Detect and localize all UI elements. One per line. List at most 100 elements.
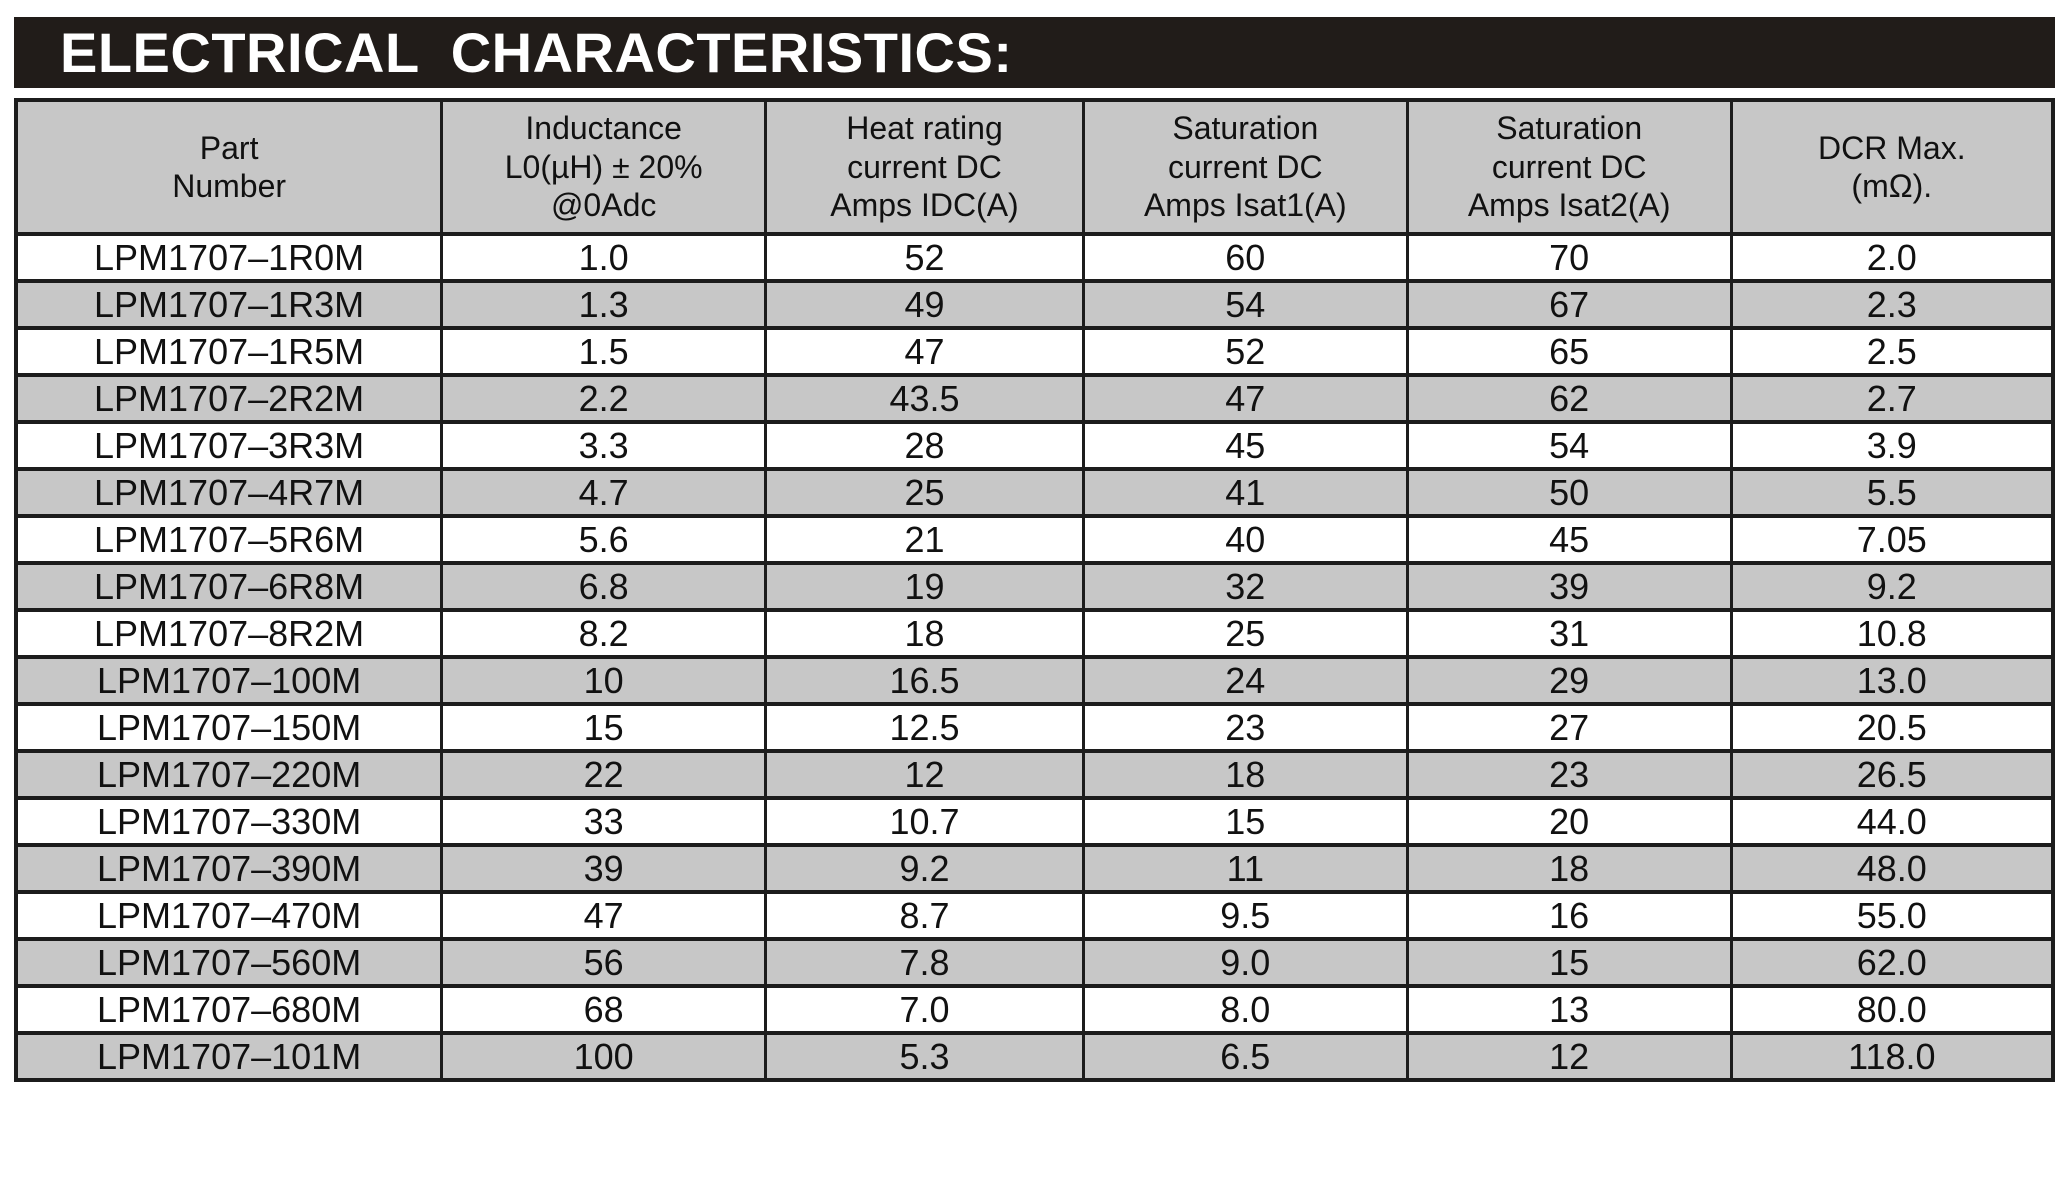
table-row: LPM1707–101M 100 5.3 6.5 12 118.0 bbox=[14, 1031, 2055, 1082]
cell-part_number: LPM1707–390M bbox=[14, 843, 444, 894]
cell-saturation_current_isat1: 23 bbox=[1081, 702, 1409, 753]
title-banner: ELECTRICAL CHARACTERISTICS: bbox=[14, 17, 2055, 88]
cell-dcr_max: 80.0 bbox=[1729, 984, 2055, 1035]
cell-part_number: LPM1707–150M bbox=[14, 702, 444, 753]
table-row: LPM1707–390M 39 9.2 11 18 48.0 bbox=[14, 843, 2055, 894]
cell-saturation_current_isat1: 6.5 bbox=[1081, 1031, 1409, 1082]
cell-inductance: 100 bbox=[440, 1031, 768, 1082]
cell-saturation_current_isat1: 47 bbox=[1081, 373, 1409, 424]
cell-saturation_current_isat1: 60 bbox=[1081, 232, 1409, 283]
table-row: LPM1707–3R3M 3.3 28 45 54 3.9 bbox=[14, 420, 2055, 471]
cell-saturation_current_isat2: 13 bbox=[1405, 984, 1733, 1035]
cell-inductance: 15 bbox=[440, 702, 768, 753]
table-body: LPM1707–1R0M 1.0 52 60 70 2.0 LPM1707–1R3M 1.3 4… bbox=[14, 232, 2055, 1082]
cell-inductance: 39 bbox=[440, 843, 768, 894]
cell-saturation_current_isat1: 11 bbox=[1081, 843, 1409, 894]
cell-part_number: LPM1707–8R2M bbox=[14, 608, 444, 659]
cell-dcr_max: 10.8 bbox=[1729, 608, 2055, 659]
cell-saturation_current_isat1: 32 bbox=[1081, 561, 1409, 612]
cell-saturation_current_isat2: 15 bbox=[1405, 937, 1733, 988]
cell-saturation_current_isat1: 8.0 bbox=[1081, 984, 1409, 1035]
cell-saturation_current_isat1: 45 bbox=[1081, 420, 1409, 471]
table-row: LPM1707–330M 33 10.7 15 20 44.0 bbox=[14, 796, 2055, 847]
cell-heat_rating_current: 12 bbox=[764, 749, 1085, 800]
table-header-row: Part Number Inductance L0(µH) ± 20% @0Ad… bbox=[14, 98, 2055, 236]
table-row: LPM1707–150M 15 12.5 23 27 20.5 bbox=[14, 702, 2055, 753]
cell-saturation_current_isat2: 20 bbox=[1405, 796, 1733, 847]
cell-inductance: 1.3 bbox=[440, 279, 768, 330]
cell-dcr_max: 55.0 bbox=[1729, 890, 2055, 941]
datasheet-page: ELECTRICAL CHARACTERISTICS: Part Number … bbox=[14, 17, 2055, 1082]
cell-saturation_current_isat2: 54 bbox=[1405, 420, 1733, 471]
cell-dcr_max: 2.7 bbox=[1729, 373, 2055, 424]
cell-saturation_current_isat1: 24 bbox=[1081, 655, 1409, 706]
cell-heat_rating_current: 7.0 bbox=[764, 984, 1085, 1035]
cell-part_number: LPM1707–5R6M bbox=[14, 514, 444, 565]
cell-heat_rating_current: 12.5 bbox=[764, 702, 1085, 753]
cell-inductance: 6.8 bbox=[440, 561, 768, 612]
cell-saturation_current_isat2: 12 bbox=[1405, 1031, 1733, 1082]
table-row: LPM1707–680M 68 7.0 8.0 13 80.0 bbox=[14, 984, 2055, 1035]
cell-heat_rating_current: 16.5 bbox=[764, 655, 1085, 706]
column-header-saturation-current-isat1: Saturation current DC Amps Isat1(A) bbox=[1081, 98, 1409, 236]
cell-saturation_current_isat2: 67 bbox=[1405, 279, 1733, 330]
cell-saturation_current_isat1: 9.0 bbox=[1081, 937, 1409, 988]
cell-part_number: LPM1707–2R2M bbox=[14, 373, 444, 424]
cell-heat_rating_current: 47 bbox=[764, 326, 1085, 377]
cell-inductance: 22 bbox=[440, 749, 768, 800]
cell-heat_rating_current: 5.3 bbox=[764, 1031, 1085, 1082]
cell-part_number: LPM1707–3R3M bbox=[14, 420, 444, 471]
table-row: LPM1707–8R2M 8.2 18 25 31 10.8 bbox=[14, 608, 2055, 659]
cell-part_number: LPM1707–1R3M bbox=[14, 279, 444, 330]
cell-saturation_current_isat2: 39 bbox=[1405, 561, 1733, 612]
cell-inductance: 47 bbox=[440, 890, 768, 941]
cell-inductance: 5.6 bbox=[440, 514, 768, 565]
cell-part_number: LPM1707–1R5M bbox=[14, 326, 444, 377]
cell-heat_rating_current: 28 bbox=[764, 420, 1085, 471]
cell-dcr_max: 3.9 bbox=[1729, 420, 2055, 471]
cell-inductance: 1.5 bbox=[440, 326, 768, 377]
table-row: LPM1707–470M 47 8.7 9.5 16 55.0 bbox=[14, 890, 2055, 941]
column-header-dcr-max: DCR Max. (mΩ). bbox=[1729, 98, 2055, 236]
cell-part_number: LPM1707–4R7M bbox=[14, 467, 444, 518]
cell-inductance: 10 bbox=[440, 655, 768, 706]
cell-saturation_current_isat1: 41 bbox=[1081, 467, 1409, 518]
cell-saturation_current_isat1: 9.5 bbox=[1081, 890, 1409, 941]
cell-heat_rating_current: 8.7 bbox=[764, 890, 1085, 941]
cell-part_number: LPM1707–100M bbox=[14, 655, 444, 706]
cell-saturation_current_isat1: 18 bbox=[1081, 749, 1409, 800]
page-title: ELECTRICAL CHARACTERISTICS: bbox=[60, 21, 1013, 84]
cell-dcr_max: 26.5 bbox=[1729, 749, 2055, 800]
cell-dcr_max: 48.0 bbox=[1729, 843, 2055, 894]
table-row: LPM1707–2R2M 2.2 43.5 47 62 2.7 bbox=[14, 373, 2055, 424]
cell-inductance: 2.2 bbox=[440, 373, 768, 424]
cell-dcr_max: 7.05 bbox=[1729, 514, 2055, 565]
cell-saturation_current_isat2: 27 bbox=[1405, 702, 1733, 753]
cell-dcr_max: 13.0 bbox=[1729, 655, 2055, 706]
cell-heat_rating_current: 7.8 bbox=[764, 937, 1085, 988]
cell-heat_rating_current: 9.2 bbox=[764, 843, 1085, 894]
cell-saturation_current_isat2: 18 bbox=[1405, 843, 1733, 894]
column-header-inductance: Inductance L0(µH) ± 20% @0Adc bbox=[440, 98, 768, 236]
cell-inductance: 3.3 bbox=[440, 420, 768, 471]
cell-saturation_current_isat2: 23 bbox=[1405, 749, 1733, 800]
cell-inductance: 56 bbox=[440, 937, 768, 988]
cell-heat_rating_current: 21 bbox=[764, 514, 1085, 565]
cell-heat_rating_current: 49 bbox=[764, 279, 1085, 330]
cell-heat_rating_current: 52 bbox=[764, 232, 1085, 283]
table-row: LPM1707–560M 56 7.8 9.0 15 62.0 bbox=[14, 937, 2055, 988]
cell-part_number: LPM1707–6R8M bbox=[14, 561, 444, 612]
cell-saturation_current_isat1: 25 bbox=[1081, 608, 1409, 659]
cell-heat_rating_current: 43.5 bbox=[764, 373, 1085, 424]
cell-part_number: LPM1707–1R0M bbox=[14, 232, 444, 283]
cell-heat_rating_current: 25 bbox=[764, 467, 1085, 518]
cell-dcr_max: 5.5 bbox=[1729, 467, 2055, 518]
cell-inductance: 68 bbox=[440, 984, 768, 1035]
cell-inductance: 8.2 bbox=[440, 608, 768, 659]
cell-heat_rating_current: 19 bbox=[764, 561, 1085, 612]
table-header: Part Number Inductance L0(µH) ± 20% @0Ad… bbox=[14, 98, 2055, 236]
cell-part_number: LPM1707–470M bbox=[14, 890, 444, 941]
electrical-characteristics-table: Part Number Inductance L0(µH) ± 20% @0Ad… bbox=[14, 98, 2055, 1082]
cell-part_number: LPM1707–560M bbox=[14, 937, 444, 988]
cell-heat_rating_current: 10.7 bbox=[764, 796, 1085, 847]
